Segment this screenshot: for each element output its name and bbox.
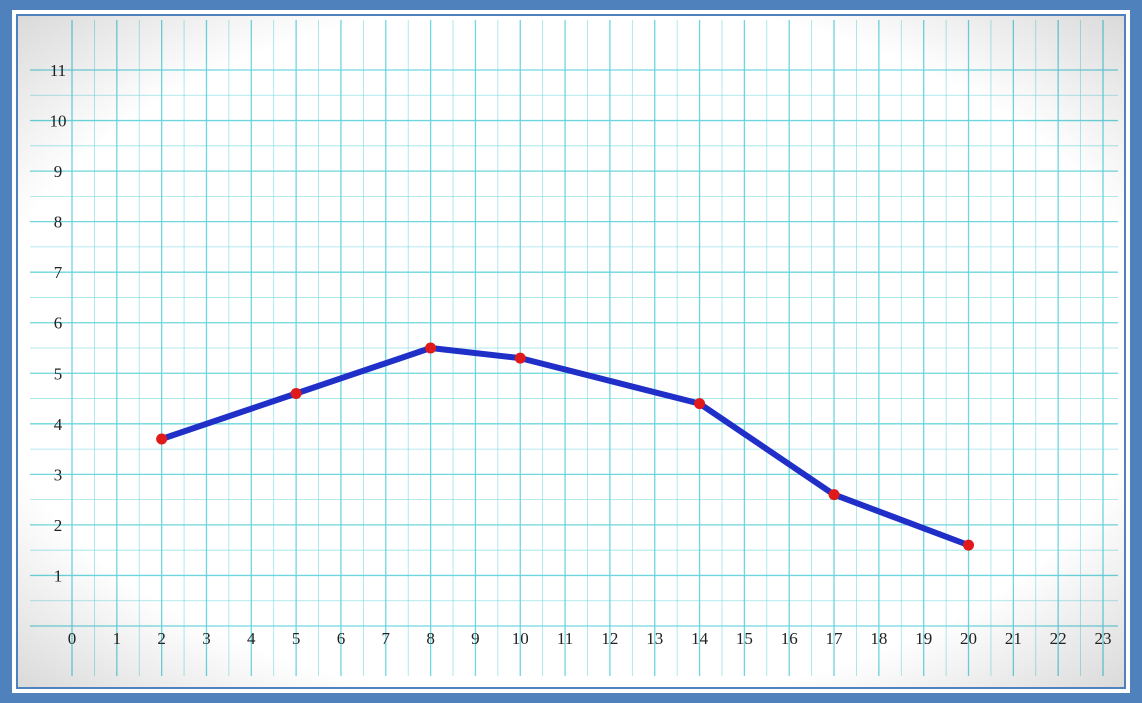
frame-border [12, 10, 1130, 693]
plot-vignette [18, 16, 1124, 687]
